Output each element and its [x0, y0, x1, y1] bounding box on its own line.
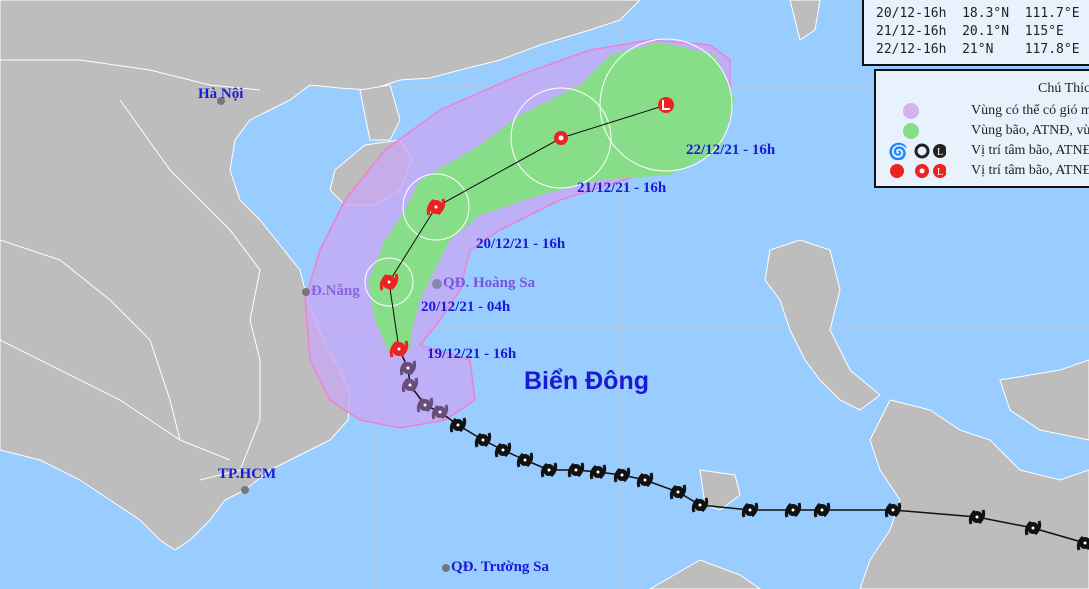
land-philippines: [699, 239, 1089, 589]
past-typhoon-icon: [416, 397, 434, 413]
past-typhoon-icon: [494, 442, 512, 458]
forecast-typhoon-icon: [426, 198, 446, 216]
land-borneo: [649, 559, 761, 589]
label-point-1: 19/12/21 - 16h: [427, 346, 517, 362]
label-point-4: 21/12/21 - 16h: [577, 180, 667, 196]
tropical-depression-icon: [554, 131, 568, 145]
past-typhoon-icon: [741, 502, 759, 518]
past-typhoon-icon: [613, 467, 631, 483]
label-point-2: 20/12/21 - 04h: [421, 299, 511, 315]
legend-title: Chú Thíc: [1038, 81, 1089, 96]
label-truongsa: QĐ. Trường Sa: [451, 559, 550, 575]
legend-item-forecast: L Vị trí tâm bão, ATNĐ: [886, 161, 1089, 181]
hcm-marker: [241, 486, 249, 494]
past-typhoon-icon: [399, 360, 417, 376]
danang-marker: [302, 288, 310, 296]
table-row: 20/12-16h 18.3°N 111.7°E cấ: [876, 6, 1080, 21]
past-typhoon-icon: [449, 417, 467, 433]
past-typhoon-icon: [516, 452, 534, 468]
past-typhoon-icon: [401, 377, 419, 393]
past-typhoon-icon: [1076, 535, 1089, 551]
borders: [0, 59, 261, 481]
label-point-3: 20/12/21 - 16h: [476, 236, 566, 252]
svg-text:🌀: 🌀: [888, 142, 908, 160]
forecast-typhoon-icon: [389, 340, 409, 358]
past-positions: [399, 360, 1089, 551]
table-row: 21/12-16h 20.1°N 115°E cấ: [876, 24, 1064, 39]
hoangsa-marker: [432, 279, 442, 289]
past-typhoon-icon: [813, 502, 831, 518]
forecast-circles: [364, 38, 733, 307]
hanoi-marker: [217, 97, 225, 105]
past-typhoon-icon: [540, 462, 558, 478]
low-pressure-icon: [658, 97, 674, 113]
forecast-typhoon-icon: [379, 273, 399, 291]
label-danang: Đ.Nẵng: [311, 283, 360, 299]
land-china: [0, 0, 641, 551]
forecast-table: 20/12-16h 18.3°N 111.7°E cấ 21/12-16h 20…: [862, 0, 1089, 66]
storm-zone: [368, 42, 735, 355]
legend-item-past: 🌀 L Vị trí tâm bão, ATNĐ: [888, 142, 1089, 160]
past-typhoon-icon: [669, 484, 687, 500]
past-typhoon-icon: [567, 462, 585, 478]
label-hanoi: Hà Nội: [198, 86, 244, 102]
past-typhoon-icon: [784, 502, 802, 518]
green-dot-icon: [903, 123, 919, 139]
legend-item-storm-zone: Vùng bão, ATNĐ, vù: [886, 121, 1089, 141]
past-typhoon-icon: [884, 502, 902, 518]
past-typhoon-icon: [474, 432, 492, 448]
table-row: 22/12-16h 21°N 117.8°E cấ: [876, 42, 1080, 57]
label-hoangsa: QĐ. Hoàng Sa: [443, 275, 536, 291]
past-typhoon-icon: [968, 509, 986, 525]
land-leizhou: [359, 84, 401, 141]
past-typhoon-icon: [431, 404, 449, 420]
svg-text:L: L: [937, 147, 943, 158]
past-typhoon-icon: [691, 497, 709, 513]
past-typhoon-icon: [589, 464, 607, 480]
label-hcm: TP.HCM: [218, 466, 277, 482]
purple-dot-icon: [903, 103, 919, 119]
forecast-positions: [379, 97, 674, 358]
label-bien-dong: Biển Đông: [524, 367, 649, 395]
svg-text:L: L: [937, 167, 943, 178]
past-typhoon-icon: [1024, 520, 1042, 536]
label-point-5: 22/12/21 - 16h: [686, 142, 776, 158]
past-typhoon-icon: [636, 472, 654, 488]
legend: Chú Thíc Vùng có thể có gió mạ Vùng bão,…: [874, 69, 1089, 188]
legend-item-wind-zone: Vùng có thể có gió mạ: [886, 101, 1089, 121]
typhoon-forecast-icons: L: [890, 164, 946, 178]
land-taiwan: [789, 0, 821, 41]
truongsa-marker: [442, 564, 450, 572]
typhoon-past-icons: 🌀 L: [888, 142, 946, 160]
